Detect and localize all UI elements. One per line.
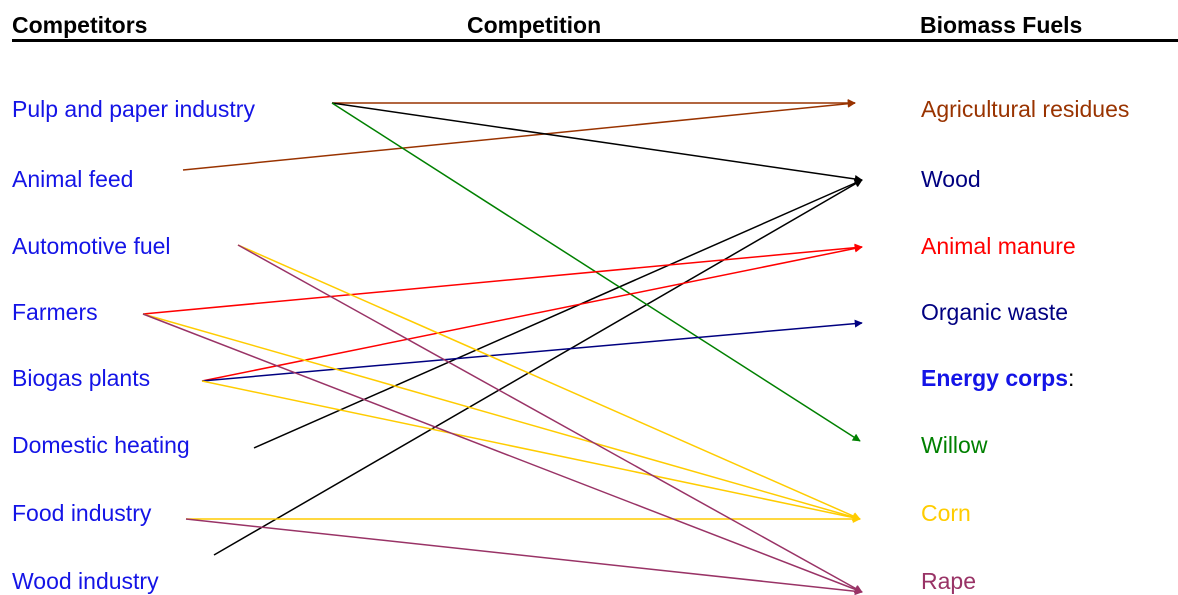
arrow-farmers-to-manure	[142, 243, 863, 315]
arrow-biogas-to-organic	[201, 319, 863, 382]
arrow-woodind-to-wood	[213, 179, 863, 556]
competitor-woodind: Wood industry	[12, 568, 159, 594]
arrow-auto-to-rape	[237, 244, 863, 593]
fuel-label-rape: Rape	[921, 568, 976, 594]
fuel-label-organic: Organic waste	[921, 299, 1069, 325]
fuel-label-manure: Animal manure	[921, 233, 1076, 259]
competitor-food: Food industry	[12, 500, 152, 526]
arrow-feed-to-agri	[182, 99, 856, 171]
fuel-label-energy: Energy corps	[921, 365, 1068, 391]
competitor-feed: Animal feed	[12, 166, 134, 192]
competition-header: Competition	[467, 12, 602, 38]
fuel-label-wood: Wood	[921, 166, 981, 192]
fuel-rape: Rape	[921, 570, 976, 593]
competitor-biogas: Biogas plants	[12, 365, 151, 391]
competitors-header: Competitors	[12, 12, 148, 38]
arrow-biogas-to-corn	[201, 380, 861, 522]
competitor-heating: Domestic heating	[12, 432, 190, 458]
arrow-biogas-to-manure	[201, 244, 863, 382]
fuel-label-agri: Agricultural residues	[921, 96, 1130, 122]
fuel-label-willow: Willow	[921, 432, 988, 458]
competitor-auto: Automotive fuel	[12, 233, 171, 259]
fuel-agri: Agricultural residues	[921, 98, 1129, 121]
fuel-organic: Organic waste	[921, 301, 1068, 324]
fuel-manure: Animal manure	[921, 235, 1076, 258]
fuel-energy: Energy corps:	[921, 367, 1074, 390]
arrow-pulp-to-willow	[331, 102, 861, 442]
fuel-wood: Wood	[921, 168, 981, 191]
arrow-pulp-to-wood	[331, 102, 863, 183]
biomass-fuels-header: Biomass Fuels	[920, 12, 1083, 38]
arrow-farmers-to-rape	[142, 313, 863, 594]
header-underline	[12, 39, 1178, 42]
arrow-heating-to-wood	[253, 179, 863, 449]
arrow-food-to-rape	[185, 518, 863, 595]
fuel-label-corn: Corn	[921, 500, 971, 526]
fuel-willow: Willow	[921, 434, 987, 457]
arrow-auto-to-corn	[237, 244, 861, 520]
arrow-farmers-to-corn	[142, 313, 861, 521]
competitor-farmers: Farmers	[12, 299, 98, 325]
competitor-pulp: Pulp and paper industry	[12, 96, 255, 122]
fuel-corn: Corn	[921, 502, 971, 525]
fuel-suffix-energy: :	[1068, 365, 1075, 391]
